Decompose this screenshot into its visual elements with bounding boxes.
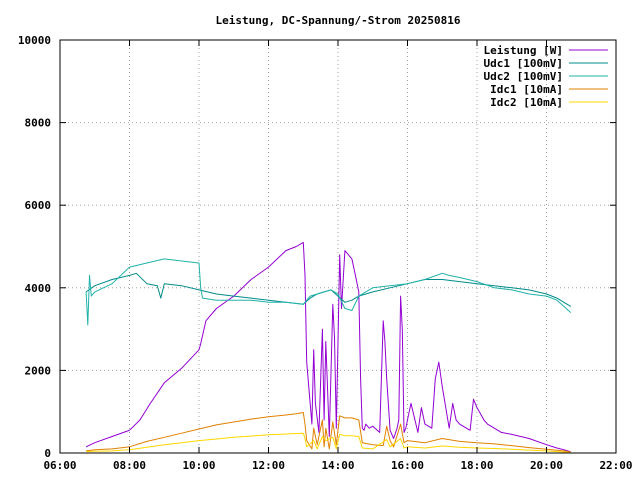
x-tick-label: 16:00	[391, 459, 424, 472]
x-tick-label: 10:00	[182, 459, 215, 472]
y-tick-label: 10000	[18, 34, 51, 47]
legend: Leistung [W]Udc1 [100mV]Udc2 [100mV]Idc1…	[484, 44, 608, 109]
ticks	[59, 39, 617, 454]
x-tick-label: 20:00	[530, 459, 563, 472]
y-tick-label: 2000	[25, 364, 52, 377]
x-tick-label: 18:00	[460, 459, 493, 472]
series-line-1	[85, 241, 571, 453]
y-tick-label: 0	[44, 447, 51, 460]
y-axis-tick-labels: 0 2000 4000 6000 8000 10000	[18, 34, 51, 460]
x-axis-tick-labels: 06:00 08:00 10:00 12:00 14:00 16:00 18:00 20:00…	[43, 459, 632, 472]
legend-label: Idc2 [10mA]	[490, 96, 563, 109]
x-tick-label: 06:00	[43, 459, 76, 472]
x-tick-label: 08:00	[113, 459, 146, 472]
legend-label: Idc1 [10mA]	[490, 83, 563, 96]
legend-label: Udc1 [100mV]	[484, 57, 563, 70]
y-tick-label: 6000	[25, 199, 52, 212]
series-line-5	[86, 432, 571, 454]
y-tick-label: 4000	[25, 282, 52, 295]
series-layer	[85, 241, 572, 454]
grid	[60, 40, 616, 453]
y-tick-label: 8000	[25, 117, 52, 130]
legend-label: Udc2 [100mV]	[484, 70, 563, 83]
series-line-4	[86, 412, 571, 453]
chart-title: Leistung, DC-Spannung/-Strom 20250816	[215, 14, 460, 27]
x-tick-label: 12:00	[252, 459, 285, 472]
x-tick-label: 22:00	[599, 459, 632, 472]
series-line-3	[85, 258, 572, 326]
x-tick-label: 14:00	[321, 459, 354, 472]
legend-label: Leistung [W]	[484, 44, 563, 57]
